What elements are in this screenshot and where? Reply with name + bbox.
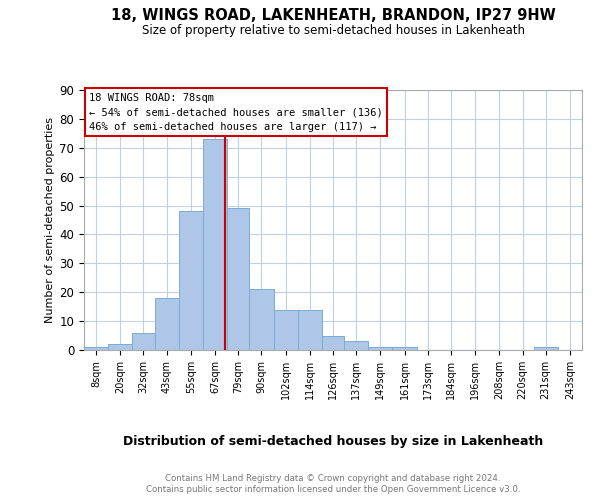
- Bar: [250, 290, 274, 350]
- Bar: [227, 208, 250, 350]
- Bar: [133, 332, 155, 350]
- Bar: [155, 298, 179, 350]
- Bar: [392, 347, 416, 350]
- Text: 18 WINGS ROAD: 78sqm
← 54% of semi-detached houses are smaller (136)
46% of semi: 18 WINGS ROAD: 78sqm ← 54% of semi-detac…: [89, 92, 383, 132]
- Text: Distribution of semi-detached houses by size in Lakenheath: Distribution of semi-detached houses by …: [123, 434, 543, 448]
- Bar: [533, 347, 558, 350]
- Text: Size of property relative to semi-detached houses in Lakenheath: Size of property relative to semi-detach…: [142, 24, 524, 37]
- Bar: [274, 310, 298, 350]
- Bar: [344, 342, 368, 350]
- Bar: [203, 139, 227, 350]
- Text: Contains public sector information licensed under the Open Government Licence v3: Contains public sector information licen…: [146, 485, 520, 494]
- Bar: [108, 344, 133, 350]
- Text: Contains HM Land Registry data © Crown copyright and database right 2024.: Contains HM Land Registry data © Crown c…: [165, 474, 501, 483]
- Y-axis label: Number of semi-detached properties: Number of semi-detached properties: [45, 117, 55, 323]
- Text: 18, WINGS ROAD, LAKENHEATH, BRANDON, IP27 9HW: 18, WINGS ROAD, LAKENHEATH, BRANDON, IP2…: [110, 8, 556, 22]
- Bar: [368, 347, 392, 350]
- Bar: [322, 336, 344, 350]
- Bar: [298, 310, 322, 350]
- Bar: [179, 212, 203, 350]
- Bar: [84, 347, 108, 350]
